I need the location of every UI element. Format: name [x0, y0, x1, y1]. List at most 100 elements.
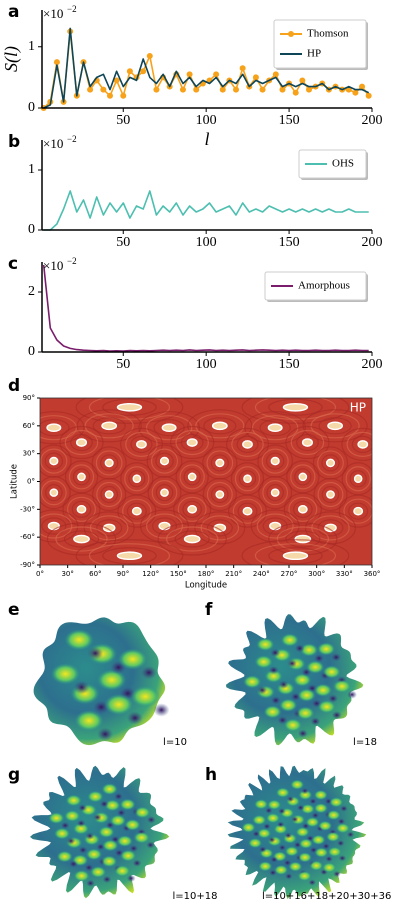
render-valley — [132, 859, 142, 867]
point — [132, 474, 142, 484]
marker — [305, 86, 312, 93]
point — [104, 490, 114, 499]
ripple — [139, 509, 190, 543]
render-valley — [296, 804, 305, 811]
render-bump — [290, 779, 305, 790]
ripple — [147, 476, 182, 510]
render-valley — [257, 685, 268, 695]
point — [267, 423, 283, 432]
ripple — [206, 450, 234, 476]
render-valley — [338, 854, 347, 862]
render-valley — [314, 654, 325, 663]
y-multiplier-exponent: −2 — [67, 256, 77, 266]
point — [215, 458, 225, 468]
render-label: l=10 — [163, 737, 187, 748]
ripple — [321, 485, 340, 504]
x-tick-label: 100 — [196, 357, 217, 372]
ripple — [341, 427, 372, 461]
render-bump — [329, 797, 344, 808]
ripple — [55, 526, 108, 552]
render-valley — [325, 855, 333, 863]
render-valley — [66, 837, 76, 845]
point — [357, 440, 369, 449]
marker — [146, 52, 153, 59]
x-tick-label: 150° — [170, 570, 187, 578]
ripple — [102, 398, 157, 416]
render-bump — [101, 855, 118, 868]
ripple — [254, 543, 337, 565]
render-bump — [258, 861, 273, 872]
render-valley — [78, 846, 88, 854]
ripple — [265, 452, 285, 470]
render-bump — [114, 865, 131, 877]
render-bump — [288, 861, 303, 872]
render-valley — [85, 832, 95, 840]
render-valley — [258, 846, 267, 853]
ripple — [317, 481, 344, 508]
render-bump — [133, 831, 150, 844]
marker — [352, 89, 359, 96]
ripple — [285, 530, 321, 548]
ripple — [88, 543, 171, 565]
render-valley — [270, 696, 281, 705]
render-bump — [241, 822, 256, 833]
render-bump — [266, 813, 281, 824]
x-tick-label: 90° — [117, 570, 129, 578]
ripple — [175, 429, 209, 456]
render-bump — [252, 814, 267, 826]
point — [298, 472, 308, 482]
panel-letter: c — [8, 254, 18, 274]
ripple — [166, 526, 219, 552]
render-bump — [101, 783, 118, 795]
render-valley — [76, 819, 86, 827]
ripple — [283, 492, 322, 526]
y-tick-label: 60° — [23, 422, 35, 430]
render-bump — [332, 679, 352, 693]
ripple — [241, 398, 350, 424]
render-bump — [306, 660, 325, 674]
ripple — [258, 476, 293, 510]
render-bump — [85, 848, 103, 861]
ripple — [231, 431, 264, 457]
y-tick-label: 1 — [28, 39, 35, 54]
x-axis-label: l — [204, 129, 209, 149]
render-bump — [313, 803, 328, 814]
ripple — [100, 485, 119, 504]
y-multiplier-exponent: −2 — [67, 4, 77, 14]
point — [116, 402, 143, 412]
ripple — [40, 415, 78, 441]
x-tick-label: 200 — [362, 357, 383, 372]
point — [160, 488, 169, 497]
ripple — [145, 513, 184, 539]
ripple — [290, 429, 325, 456]
point — [282, 402, 309, 412]
x-tick-label: 270° — [281, 570, 298, 578]
ripple — [46, 522, 117, 556]
y-tick-label: 0 — [28, 344, 35, 359]
point — [158, 521, 171, 531]
series-line — [43, 190, 369, 231]
ripple — [145, 415, 193, 441]
ripple — [187, 409, 253, 443]
ripple — [173, 492, 212, 526]
ripple — [317, 519, 344, 537]
render-bump — [72, 822, 90, 835]
y-tick-label: 0° — [27, 478, 35, 486]
render-bump — [296, 706, 315, 720]
render-valley — [129, 844, 139, 853]
point — [297, 505, 308, 514]
ripple — [40, 448, 68, 474]
render-valley — [284, 873, 293, 880]
x-tick-label: 240° — [253, 570, 270, 578]
legend — [273, 19, 367, 69]
map-title: HP — [350, 401, 366, 415]
panel-letter: b — [8, 132, 20, 152]
render-bump — [109, 814, 127, 827]
legend-label: Thomson — [307, 28, 349, 40]
render-bump — [98, 826, 115, 838]
ripple — [262, 517, 288, 535]
render-valley — [126, 874, 136, 883]
render-valley — [322, 843, 330, 850]
ripple — [122, 498, 152, 524]
